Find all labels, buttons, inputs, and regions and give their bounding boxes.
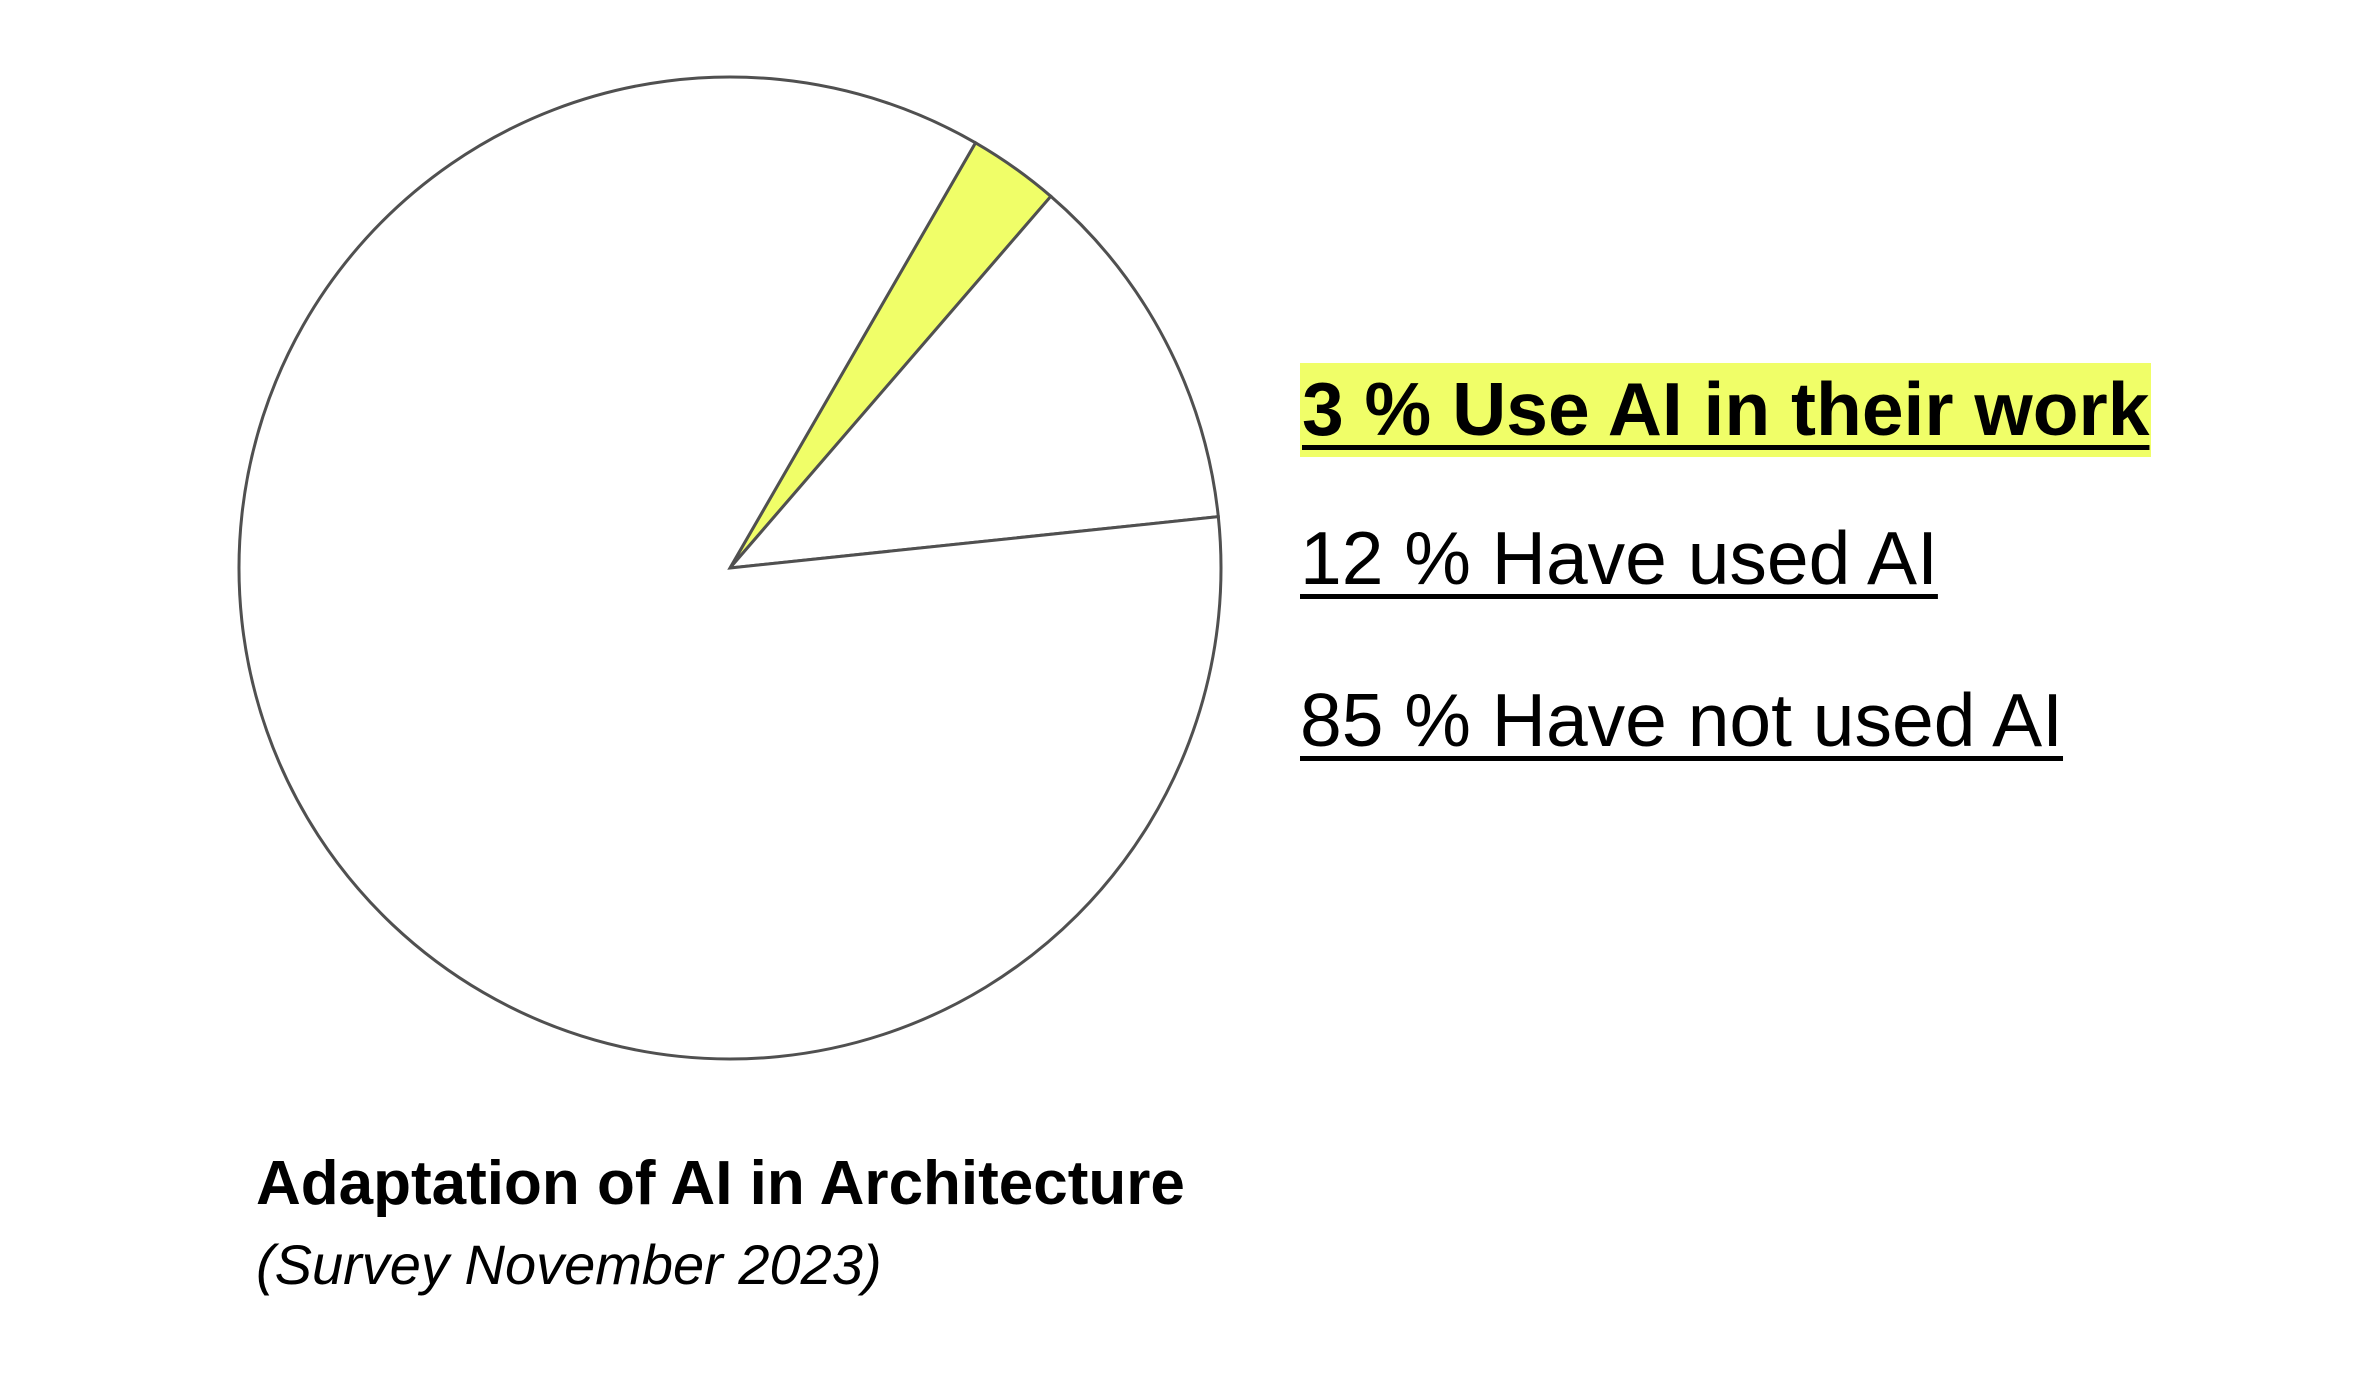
legend-label: 85 % Have not used AI (1300, 678, 2064, 762)
legend-item-have-not-used-ai: 85 % Have not used AI (1300, 683, 2063, 758)
pie-slice-have-not-used-ai (237, 75, 1223, 1061)
legend-label: 12 % Have used AI (1300, 516, 1938, 600)
legend-item-have-used-ai: 12 % Have used AI (1300, 521, 1938, 596)
legend-label: 3 % Use AI in their work (1300, 363, 2152, 457)
legend-item-use-ai: 3 % Use AI in their work (1300, 363, 2152, 457)
chart-subtitle: (Survey November 2023) (256, 1233, 882, 1296)
pie-slice-have-used-ai (726, 194, 1220, 570)
chart-title: Adaptation of AI in Architecture (256, 1149, 1185, 1218)
